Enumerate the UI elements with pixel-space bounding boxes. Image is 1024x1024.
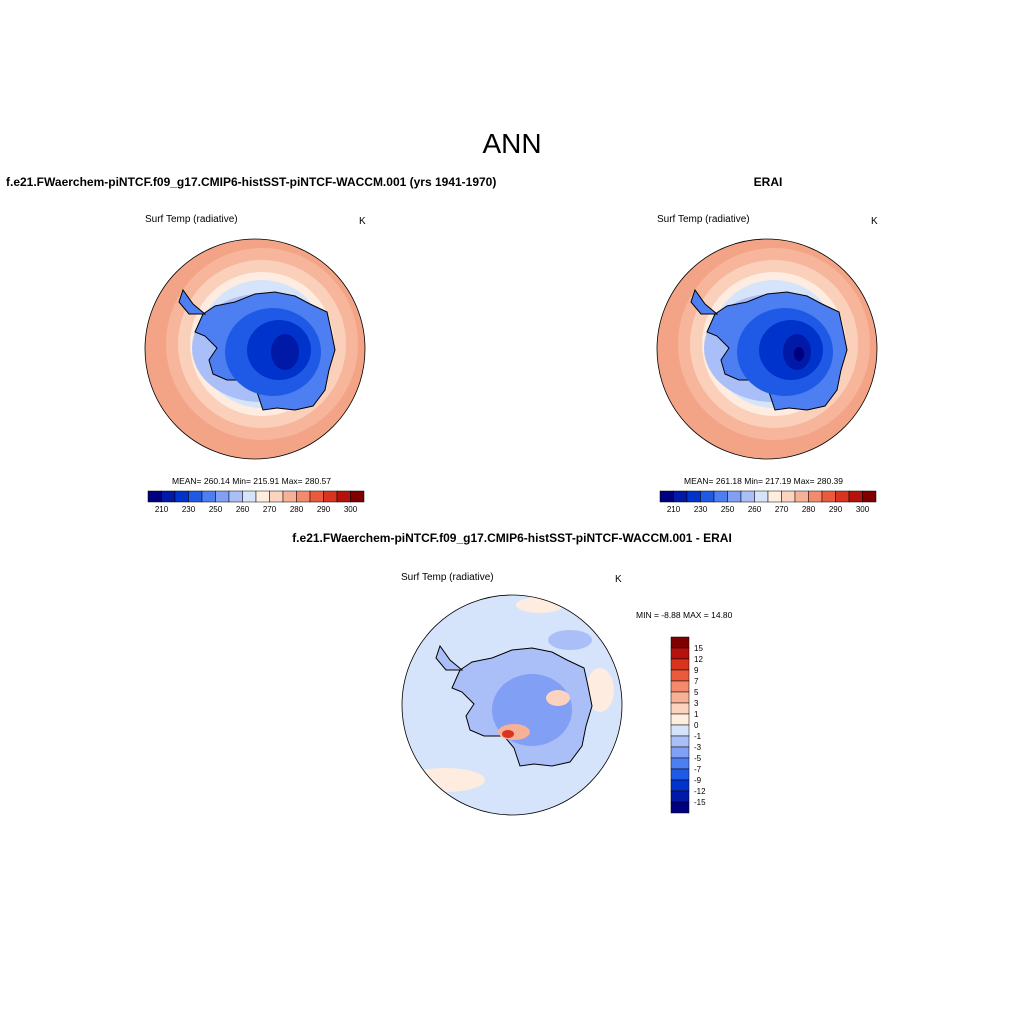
- main-title: ANN: [482, 128, 542, 159]
- colorbar-swatch: [269, 490, 284, 503]
- panel-title-diff: f.e21.FWaerchem-piNTCF.f09_g17.CMIP6-his…: [292, 531, 732, 545]
- stats-diff: MIN = -8.88 MAX = 14.80: [636, 610, 733, 620]
- variable-label-diff: Surf Temp (radiative): [401, 572, 494, 583]
- colorbar-tick-label: 280: [290, 505, 304, 514]
- colorbar-tick-label: 260: [236, 505, 250, 514]
- colorbar-swatch: [174, 490, 189, 503]
- colorbar-tick-label: 290: [829, 505, 843, 514]
- colorbar-tick-label: 9: [694, 666, 699, 675]
- units-label-model: K: [359, 216, 366, 227]
- colorbar-swatch: [670, 713, 690, 726]
- colorbar-swatch: [282, 490, 297, 503]
- colorbar-swatch: [670, 691, 690, 704]
- colorbar-swatch: [848, 490, 863, 503]
- colorbar-swatch: [147, 490, 162, 503]
- colorbar-tick-label: -12: [694, 787, 706, 796]
- colorbar-tick-label: 12: [694, 655, 703, 664]
- colorbar-swatch: [670, 768, 690, 781]
- colorbar-tick-label: 230: [182, 505, 196, 514]
- colorbar-swatch: [296, 490, 311, 503]
- colorbar-swatch: [188, 490, 203, 503]
- colorbar-swatch: [670, 636, 690, 649]
- colorbar-model: 210 230 250 260 270 280 290 300: [147, 490, 365, 514]
- colorbar-swatch: [215, 490, 230, 503]
- colorbar-swatch: [161, 490, 176, 503]
- polar-map-model: [144, 238, 366, 460]
- panel-title-obs: ERAI: [753, 175, 783, 189]
- colorbar-tick-label: 280: [802, 505, 816, 514]
- stats-model: MEAN= 260.14 Min= 215.91 Max= 280.57: [172, 476, 332, 486]
- colorbar-swatch: [255, 490, 270, 503]
- colorbar-swatch: [670, 658, 690, 671]
- colorbar-tick-label: -5: [694, 754, 702, 763]
- colorbar-tick-label: 3: [694, 699, 699, 708]
- colorbar-swatch: [670, 669, 690, 682]
- units-label-diff: K: [615, 574, 622, 585]
- colorbar-diff: 15 12 9 7 5 3 1 0 -1 -3 -5 -7 -9 -12 -15: [670, 636, 706, 814]
- colorbar-swatch: [754, 490, 769, 503]
- colorbar-swatch: [670, 680, 690, 693]
- colorbar-swatch: [201, 490, 216, 503]
- colorbar-swatch: [808, 490, 823, 503]
- colorbar-tick-label: 7: [694, 677, 699, 686]
- colorbar-tick-label: 230: [694, 505, 708, 514]
- colorbar-swatch: [670, 746, 690, 759]
- stats-obs: MEAN= 261.18 Min= 217.19 Max= 280.39: [684, 476, 844, 486]
- colorbar-tick-label: 0: [694, 721, 699, 730]
- colorbar-swatch: [670, 801, 690, 814]
- colorbar-swatch: [309, 490, 324, 503]
- colorbar-swatch: [323, 490, 338, 503]
- colorbar-tick-label: 290: [317, 505, 331, 514]
- colorbar-swatch: [673, 490, 688, 503]
- colorbar-tick-label: 250: [721, 505, 735, 514]
- colorbar-swatch: [835, 490, 850, 503]
- colorbar-swatch: [670, 779, 690, 792]
- colorbar-tick-label: 300: [856, 505, 870, 514]
- colorbar-tick-label: -9: [694, 776, 702, 785]
- units-label-obs: K: [871, 216, 878, 227]
- colorbar-tick-label: 300: [344, 505, 358, 514]
- colorbar-tick-label: 1: [694, 710, 699, 719]
- colorbar-swatch: [350, 490, 365, 503]
- colorbar-swatch: [670, 702, 690, 715]
- colorbar-tick-label: -3: [694, 743, 702, 752]
- colorbar-swatch: [713, 490, 728, 503]
- colorbar-tick-label: -1: [694, 732, 702, 741]
- polar-map-diff: [401, 594, 623, 816]
- colorbar-swatch: [794, 490, 809, 503]
- colorbar-tick-label: -15: [694, 798, 706, 807]
- colorbar-tick-label: 15: [694, 644, 703, 653]
- variable-label-obs: Surf Temp (radiative): [657, 214, 750, 225]
- colorbar-swatch: [336, 490, 351, 503]
- colorbar-swatch: [670, 735, 690, 748]
- colorbar-swatch: [670, 757, 690, 770]
- colorbar-swatch: [670, 790, 690, 803]
- colorbar-tick-label: 250: [209, 505, 223, 514]
- colorbar-swatch: [740, 490, 755, 503]
- colorbar-tick-label: 270: [263, 505, 277, 514]
- colorbar-tick-label: 260: [748, 505, 762, 514]
- colorbar-tick-label: 270: [775, 505, 789, 514]
- colorbar-swatch: [670, 647, 690, 660]
- colorbar-tick-label: 5: [694, 688, 699, 697]
- colorbar-obs: 210 230 250 260 270 280 290 300: [659, 490, 877, 514]
- colorbar-swatch: [727, 490, 742, 503]
- colorbar-swatch: [700, 490, 715, 503]
- colorbar-swatch: [781, 490, 796, 503]
- colorbar-tick-label: -7: [694, 765, 702, 774]
- colorbar-swatch: [686, 490, 701, 503]
- colorbar-swatch: [242, 490, 257, 503]
- colorbar-swatch: [767, 490, 782, 503]
- panel-title-model: f.e21.FWaerchem-piNTCF.f09_g17.CMIP6-his…: [6, 175, 497, 189]
- colorbar-tick-label: 210: [667, 505, 681, 514]
- colorbar-swatch: [228, 490, 243, 503]
- colorbar-swatch: [670, 724, 690, 737]
- colorbar-swatch: [659, 490, 674, 503]
- variable-label-model: Surf Temp (radiative): [145, 214, 238, 225]
- colorbar-swatch: [821, 490, 836, 503]
- colorbar-swatch: [862, 490, 877, 503]
- colorbar-tick-label: 210: [155, 505, 169, 514]
- polar-map-obs: [656, 238, 878, 460]
